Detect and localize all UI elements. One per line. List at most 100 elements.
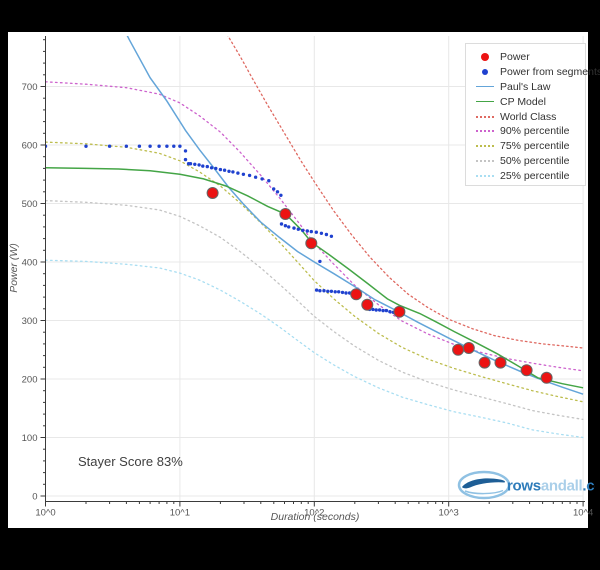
- power-from-segments-dot: [183, 149, 188, 153]
- x-tick-label: 10^2: [304, 508, 324, 519]
- legend-item-label: World Class: [500, 110, 557, 123]
- y-tick-label: 200: [22, 375, 38, 386]
- legend-item-power: Power: [466, 50, 585, 65]
- power-dot: [520, 364, 533, 377]
- legend-item-label: CP Model: [500, 95, 546, 108]
- power-from-segments-dot: [279, 193, 283, 197]
- power-from-segments-dot: [193, 162, 197, 166]
- power-from-segments-dot: [318, 289, 322, 293]
- p90-dash-swatch: [476, 130, 494, 133]
- power-from-segments-dot: [214, 166, 218, 171]
- series-world-class: [227, 36, 584, 349]
- wave-icon: [464, 489, 504, 495]
- tick-labels: 0 100 200 300 400 500 600 700 10^0 10^1 10^2 10^3 10…: [22, 82, 594, 519]
- power-from-segments-dot: [205, 164, 209, 169]
- power-from-segments-dot: [337, 290, 341, 294]
- series-pauls-law: [126, 36, 584, 395]
- power-from-segments-dot: [340, 290, 345, 295]
- legend-item-power-from-segments: Power from segments: [466, 65, 600, 80]
- y-tick-label: 400: [22, 258, 38, 269]
- legend-item-label: 90% percentile: [500, 125, 570, 138]
- p75-dash-swatch: [476, 145, 494, 148]
- power-from-segments-dot: [344, 291, 348, 295]
- power-dot: [279, 208, 292, 220]
- power-from-segments-dot: [178, 144, 182, 148]
- power-from-segments-dot: [148, 144, 152, 148]
- logo-text: rowsandall.com: [507, 478, 595, 495]
- power-from-segments-dot: [231, 170, 235, 174]
- legend-item-50-percentile: 50% percentile: [466, 154, 585, 169]
- y-tick-label: 300: [22, 316, 38, 327]
- plot-area: [45, 36, 584, 439]
- power-from-segments-dot: [260, 177, 264, 181]
- stayer-score-annotation: Stayer Score 83%: [78, 454, 183, 469]
- power-from-segments-dot: [157, 144, 161, 148]
- power-dot: [361, 298, 374, 311]
- series-percentile-50: [45, 199, 584, 421]
- axes: [45, 36, 585, 502]
- y-axis-title: Power (W): [8, 243, 20, 293]
- power-from-segments-dot: [247, 173, 252, 178]
- power-from-segments-dot: [107, 144, 112, 148]
- power-from-segments-dot: [172, 144, 176, 148]
- y-tick-label: 100: [22, 433, 38, 444]
- power-from-segments-dot: [209, 166, 214, 170]
- legend-item-label: Paul's Law: [500, 80, 551, 93]
- pauls-law-line-swatch: [476, 86, 494, 88]
- legend-item-75-percentile: 75% percentile: [466, 139, 585, 154]
- power-from-segments-dot: [301, 228, 305, 233]
- power-dot: [478, 356, 491, 369]
- rowsandall-logo[interactable]: rowsandall.com: [450, 466, 595, 506]
- legend-item-pauls-law: Paul's Law: [466, 80, 585, 95]
- power-from-segments-dot: [197, 163, 201, 167]
- power-dot: [452, 343, 465, 356]
- power-from-segments-dot: [183, 157, 188, 162]
- power-from-segments-dot: [236, 171, 240, 175]
- power-from-segments-dot: [324, 232, 329, 237]
- y-tick-label: 0: [32, 492, 37, 503]
- power-from-segments-dot: [201, 164, 205, 168]
- cp-model-line-swatch: [476, 101, 494, 103]
- legend-item-label: Power: [500, 51, 530, 64]
- series-cp-model: [45, 167, 584, 389]
- legend-item-90-percentile: 90% percentile: [466, 124, 585, 139]
- segments-dot-swatch: [476, 69, 494, 76]
- power-from-segments-dot: [275, 190, 280, 194]
- y-tick-label: 700: [22, 82, 38, 93]
- power-from-segments-dot: [279, 222, 284, 226]
- x-axis-title: Duration (seconds): [270, 511, 360, 523]
- power-from-segments-dot: [84, 144, 88, 148]
- x-tick-label: 10^1: [170, 508, 190, 519]
- x-tick-label: 10^0: [35, 508, 55, 519]
- power-from-segments-dot: [222, 168, 227, 172]
- power-from-segments-dot: [188, 162, 193, 166]
- legend-item-cp-model: CP Model: [466, 94, 585, 109]
- power-dot: [462, 342, 475, 354]
- legend-item-label: 50% percentile: [500, 154, 570, 167]
- x-tick-label: 10^4: [573, 508, 593, 519]
- legend-item-world-class: World Class: [466, 109, 585, 124]
- power-from-segments-dot: [218, 167, 223, 172]
- power-from-segments-dot: [124, 144, 129, 148]
- power-from-segments-dot: [329, 289, 334, 293]
- world-class-dash-swatch: [476, 115, 494, 118]
- power-from-segments-dot: [371, 307, 375, 312]
- power-from-segments-dot: [322, 289, 326, 293]
- power-from-segments-dot: [283, 224, 288, 228]
- legend-item-label: 25% percentile: [500, 169, 570, 182]
- series-power-from-segments: [45, 144, 399, 314]
- power-from-segments-dot: [292, 226, 296, 230]
- power-from-segments-dot: [326, 289, 330, 293]
- power-dot: [305, 237, 318, 250]
- power-from-segments-dot: [388, 310, 392, 314]
- power-from-segments-dot: [241, 172, 246, 176]
- legend: Power Power from segments Paul's Law CP …: [465, 43, 600, 186]
- logo-oval: [457, 470, 511, 500]
- power-dot: [206, 187, 219, 199]
- x-tick-label: 10^3: [439, 508, 459, 519]
- power-from-segments-dot: [329, 234, 334, 238]
- y-tick-label: 600: [22, 141, 38, 152]
- series-percentile-75: [45, 141, 584, 403]
- power-from-segments-dot: [272, 187, 276, 191]
- power-from-segments-dot: [227, 169, 231, 173]
